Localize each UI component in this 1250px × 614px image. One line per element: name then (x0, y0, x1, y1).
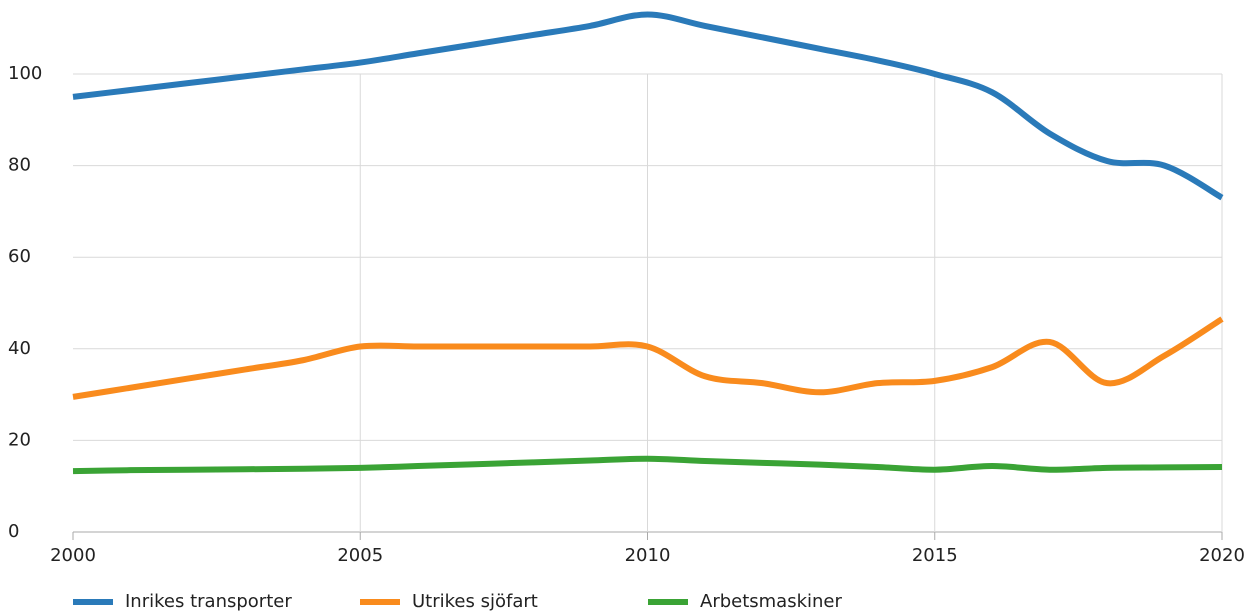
y-tick-label: 20 (8, 429, 31, 450)
series-line (72, 316, 1224, 400)
legend-label: Utrikes sjöfart (412, 591, 538, 612)
y-tick-label: 100 (8, 63, 42, 84)
x-tick-label: 2010 (625, 545, 671, 566)
legend-label: Arbetsmaskiner (700, 591, 842, 612)
series-line (72, 455, 1223, 475)
series-line (72, 11, 1224, 201)
y-tick-label: 80 (8, 155, 31, 176)
x-tick-label: 2020 (1199, 545, 1245, 566)
legend-label: Inrikes transporter (125, 591, 292, 612)
x-tick-label: 2015 (912, 545, 958, 566)
x-tick-label: 2005 (337, 545, 383, 566)
x-tick-label: 2000 (50, 545, 96, 566)
y-tick-label: 60 (8, 246, 31, 267)
y-tick-label: 0 (8, 521, 19, 542)
y-tick-label: 40 (8, 338, 31, 359)
